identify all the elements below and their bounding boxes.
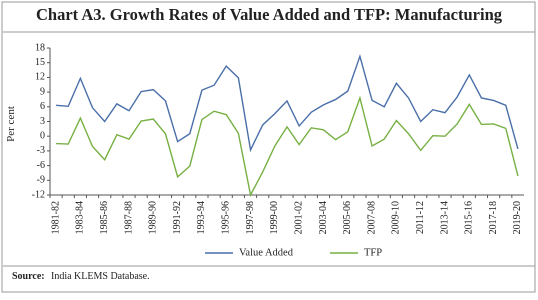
- legend-label: Value Added: [239, 247, 294, 258]
- y-tick-label: 6: [40, 101, 45, 112]
- x-tick-label: 1999-00: [269, 201, 280, 234]
- y-axis-label: Per cent: [5, 106, 17, 142]
- y-tick-label: 9: [40, 86, 45, 97]
- x-tick-label: 2007-08: [366, 201, 377, 234]
- frame: [1, 1, 536, 293]
- x-tick-label: 2013-14: [439, 201, 450, 234]
- y-tick-label: -6: [37, 160, 45, 171]
- legend-label: TFP: [364, 247, 382, 258]
- x-tick-label: 2011-12: [415, 201, 426, 234]
- x-tick-label: 1993-94: [196, 201, 207, 234]
- y-tick-label: -12: [32, 189, 45, 200]
- y-tick-label: 18: [35, 42, 45, 53]
- x-tick-label: 1983-84: [75, 201, 86, 234]
- x-tick-label: 2003-04: [318, 201, 329, 234]
- data-line: [56, 95, 519, 198]
- x-tick-label: 2019-20: [512, 201, 523, 234]
- y-tick-label: 0: [40, 130, 45, 141]
- x-tick-label: 1997-98: [245, 201, 256, 234]
- x-tick-label: 1985-86: [99, 201, 110, 234]
- y-tick-label: -9: [37, 175, 45, 186]
- x-tick-label: 1989-90: [148, 201, 159, 234]
- y-tick-label: 15: [35, 57, 45, 68]
- chart-title: Chart A3. Growth Rates of Value Added an…: [36, 5, 503, 24]
- x-tick-label: 1987-88: [123, 201, 134, 234]
- source-text: India KLEMS Database.: [51, 271, 150, 282]
- y-tick-label: -3: [37, 145, 45, 156]
- y-tick-label: 12: [35, 72, 45, 83]
- source-label: Source:: [12, 271, 45, 282]
- x-tick-label: 2005-06: [342, 201, 353, 234]
- x-tick-label: 1995-96: [221, 201, 232, 234]
- x-tick-label: 1991-92: [172, 201, 183, 234]
- x-tick-label: 2001-02: [293, 201, 304, 234]
- x-tick-label: 2017-18: [488, 201, 499, 234]
- x-tick-label: 1981-82: [50, 201, 61, 234]
- x-tick-label: 2009-10: [391, 201, 402, 234]
- data-line: [56, 53, 519, 153]
- x-tick-label: 2015-16: [464, 201, 475, 234]
- y-tick-label: 3: [40, 116, 45, 127]
